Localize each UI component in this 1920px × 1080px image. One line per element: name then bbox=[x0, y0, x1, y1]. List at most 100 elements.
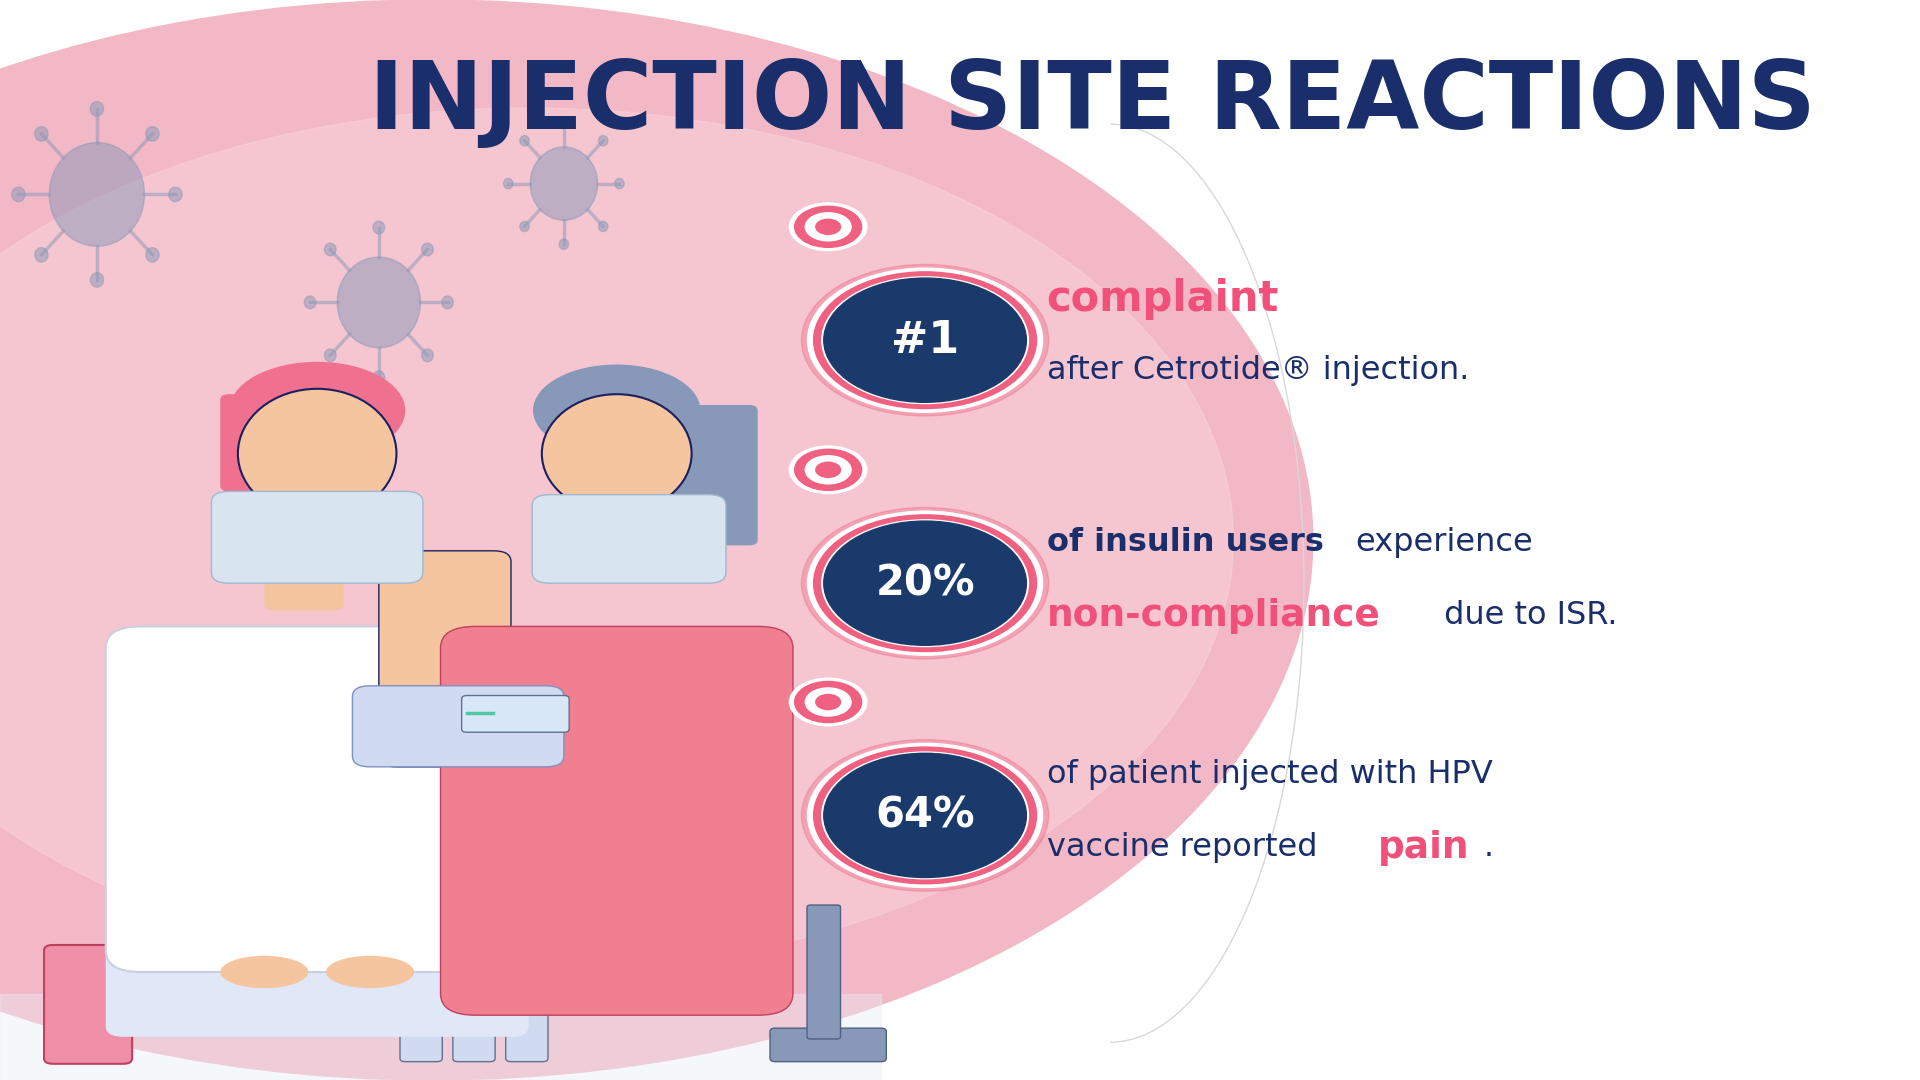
Ellipse shape bbox=[808, 511, 1043, 656]
Ellipse shape bbox=[372, 370, 384, 383]
Ellipse shape bbox=[822, 519, 1029, 647]
Text: of insulin users: of insulin users bbox=[1046, 527, 1334, 557]
Ellipse shape bbox=[824, 754, 1027, 877]
FancyBboxPatch shape bbox=[353, 686, 564, 767]
Ellipse shape bbox=[0, 0, 1313, 1080]
Circle shape bbox=[816, 462, 841, 477]
Ellipse shape bbox=[324, 243, 336, 256]
Ellipse shape bbox=[35, 247, 48, 262]
Circle shape bbox=[789, 446, 868, 494]
Ellipse shape bbox=[90, 102, 104, 117]
Text: 20%: 20% bbox=[876, 563, 975, 604]
Ellipse shape bbox=[520, 221, 530, 231]
Ellipse shape bbox=[246, 414, 253, 422]
Ellipse shape bbox=[253, 423, 309, 484]
Ellipse shape bbox=[50, 143, 144, 246]
FancyBboxPatch shape bbox=[532, 495, 726, 583]
Ellipse shape bbox=[12, 187, 25, 202]
Circle shape bbox=[789, 203, 868, 251]
FancyBboxPatch shape bbox=[106, 907, 528, 1037]
Ellipse shape bbox=[90, 272, 104, 287]
FancyBboxPatch shape bbox=[806, 905, 841, 1039]
Ellipse shape bbox=[520, 136, 530, 146]
Circle shape bbox=[795, 206, 862, 247]
Ellipse shape bbox=[801, 740, 1048, 891]
Ellipse shape bbox=[822, 276, 1029, 404]
Circle shape bbox=[804, 213, 851, 241]
Ellipse shape bbox=[801, 265, 1048, 416]
FancyBboxPatch shape bbox=[211, 491, 422, 583]
Circle shape bbox=[816, 219, 841, 234]
Ellipse shape bbox=[808, 743, 1043, 888]
Ellipse shape bbox=[422, 243, 434, 256]
Ellipse shape bbox=[0, 108, 1233, 972]
FancyBboxPatch shape bbox=[44, 945, 132, 1064]
Ellipse shape bbox=[221, 956, 309, 988]
Text: pain: pain bbox=[1379, 829, 1469, 866]
Ellipse shape bbox=[169, 187, 182, 202]
Ellipse shape bbox=[232, 449, 240, 458]
Text: complaint: complaint bbox=[1046, 279, 1279, 320]
Ellipse shape bbox=[338, 257, 420, 348]
Circle shape bbox=[795, 449, 862, 490]
Text: non-compliance: non-compliance bbox=[1046, 597, 1380, 634]
FancyBboxPatch shape bbox=[265, 540, 344, 610]
Ellipse shape bbox=[146, 126, 159, 141]
Ellipse shape bbox=[808, 268, 1043, 413]
FancyBboxPatch shape bbox=[770, 1028, 887, 1062]
Text: #1: #1 bbox=[891, 319, 960, 362]
Ellipse shape bbox=[824, 278, 1027, 402]
Ellipse shape bbox=[442, 296, 453, 309]
FancyBboxPatch shape bbox=[399, 969, 442, 1062]
FancyBboxPatch shape bbox=[0, 994, 881, 1080]
Ellipse shape bbox=[305, 296, 317, 309]
Ellipse shape bbox=[503, 178, 513, 189]
Text: vaccine reported: vaccine reported bbox=[1046, 833, 1327, 863]
Text: due to ISR.: due to ISR. bbox=[1434, 600, 1619, 631]
FancyBboxPatch shape bbox=[599, 405, 758, 545]
Text: .: . bbox=[1484, 833, 1494, 863]
FancyBboxPatch shape bbox=[505, 969, 547, 1062]
Circle shape bbox=[789, 678, 868, 726]
Ellipse shape bbox=[814, 747, 1037, 883]
Ellipse shape bbox=[599, 136, 609, 146]
Ellipse shape bbox=[534, 365, 701, 456]
Ellipse shape bbox=[814, 515, 1037, 651]
Ellipse shape bbox=[559, 118, 568, 129]
Ellipse shape bbox=[246, 485, 253, 494]
Ellipse shape bbox=[372, 221, 384, 234]
Text: INJECTION SITE REACTIONS: INJECTION SITE REACTIONS bbox=[369, 56, 1816, 149]
FancyBboxPatch shape bbox=[106, 626, 493, 972]
Ellipse shape bbox=[559, 239, 568, 249]
Ellipse shape bbox=[599, 221, 609, 231]
Ellipse shape bbox=[614, 178, 624, 189]
Ellipse shape bbox=[530, 147, 597, 220]
Ellipse shape bbox=[146, 247, 159, 262]
Ellipse shape bbox=[278, 400, 286, 408]
Ellipse shape bbox=[814, 272, 1037, 408]
Ellipse shape bbox=[541, 394, 691, 513]
FancyBboxPatch shape bbox=[453, 969, 495, 1062]
Circle shape bbox=[795, 681, 862, 723]
Ellipse shape bbox=[311, 485, 319, 494]
Text: after Cetrotide® injection.: after Cetrotide® injection. bbox=[1046, 355, 1469, 386]
Ellipse shape bbox=[824, 522, 1027, 645]
Ellipse shape bbox=[822, 752, 1029, 879]
Ellipse shape bbox=[311, 414, 319, 422]
Text: of patient injected with HPV: of patient injected with HPV bbox=[1046, 759, 1492, 789]
Ellipse shape bbox=[278, 499, 286, 508]
FancyBboxPatch shape bbox=[221, 394, 290, 491]
Ellipse shape bbox=[238, 389, 396, 518]
Text: experience: experience bbox=[1356, 527, 1532, 557]
Ellipse shape bbox=[326, 956, 415, 988]
Ellipse shape bbox=[35, 126, 48, 141]
Ellipse shape bbox=[228, 362, 405, 459]
Circle shape bbox=[804, 456, 851, 484]
Ellipse shape bbox=[324, 349, 336, 362]
FancyBboxPatch shape bbox=[461, 696, 568, 732]
FancyBboxPatch shape bbox=[440, 626, 793, 1015]
Text: 64%: 64% bbox=[876, 795, 975, 836]
Circle shape bbox=[804, 688, 851, 716]
Ellipse shape bbox=[324, 449, 332, 458]
Ellipse shape bbox=[801, 508, 1048, 659]
